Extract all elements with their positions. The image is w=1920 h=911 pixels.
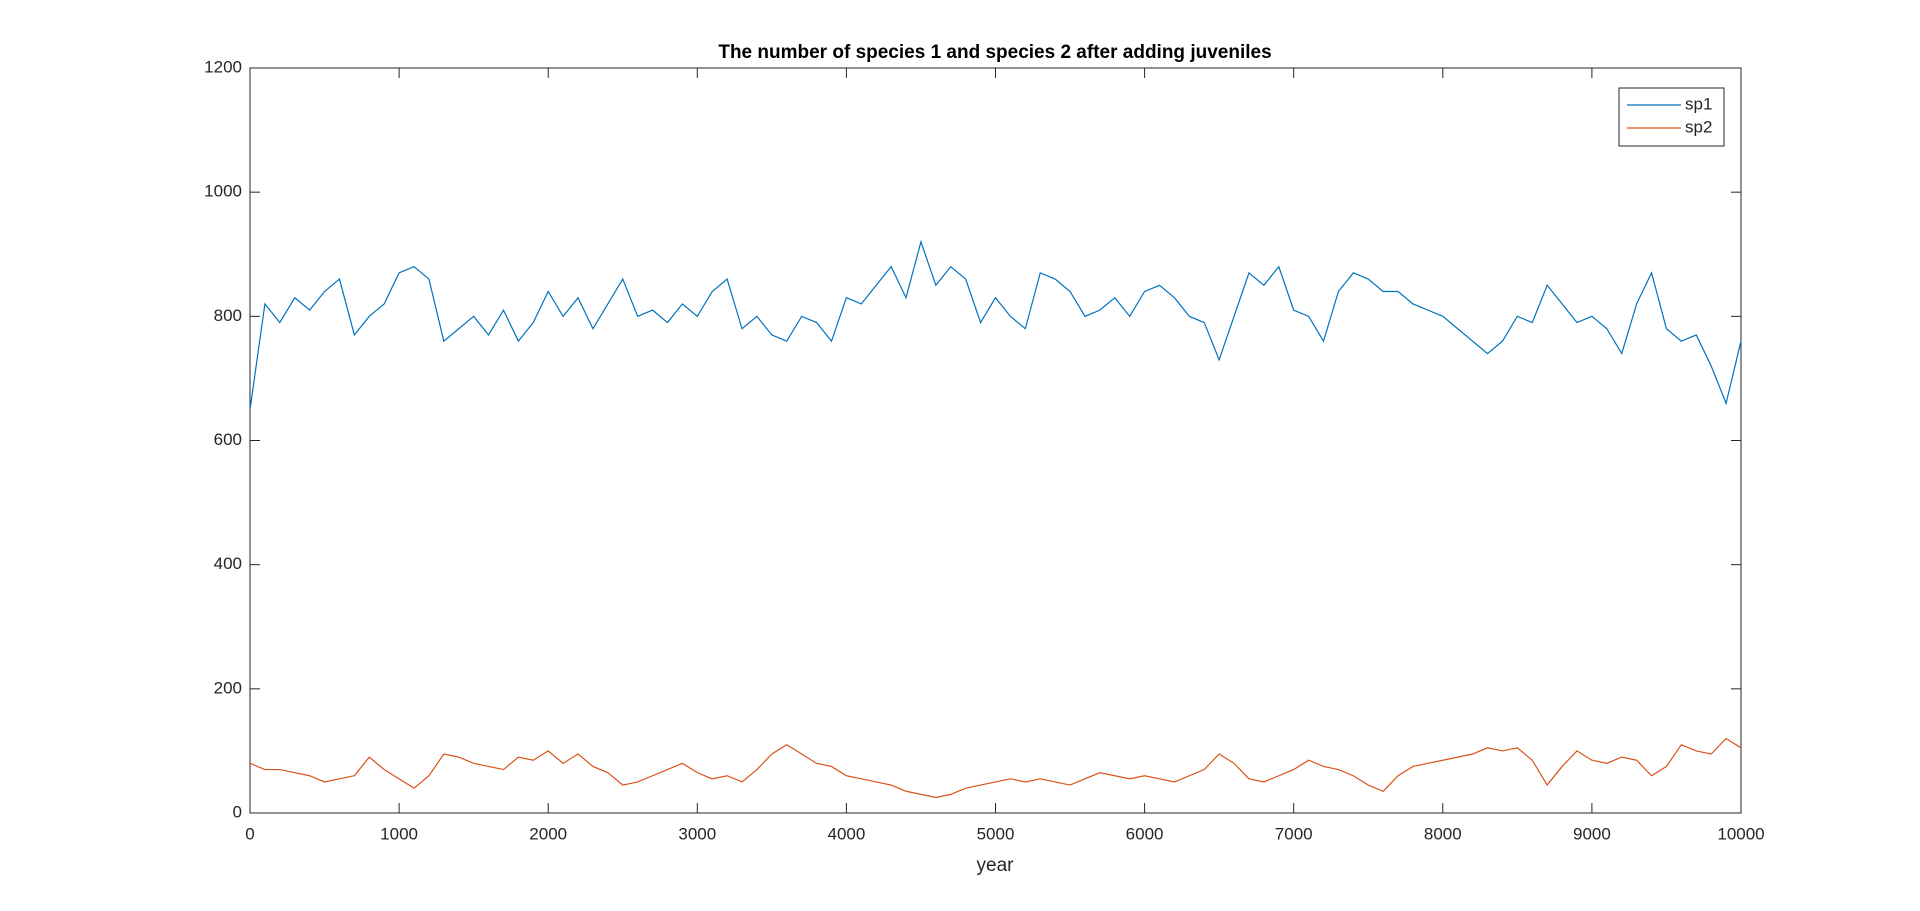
series-line [249, 239, 1742, 410]
y-tick-label: 0 [233, 802, 242, 821]
x-tick-label: 3000 [678, 824, 716, 843]
y-tick-label: 1200 [204, 57, 242, 76]
y-tick-label: 600 [214, 430, 242, 449]
x-tick-label: 2000 [529, 824, 567, 843]
x-tick-label: 1000 [380, 824, 418, 843]
x-tick-label: 8000 [1424, 824, 1462, 843]
y-tick-label: 1000 [204, 182, 242, 201]
chart-title: The number of species 1 and species 2 af… [718, 42, 1271, 63]
legend-label: sp2 [1685, 117, 1712, 136]
legend-label: sp1 [1685, 94, 1712, 113]
plot-area [249, 67, 1742, 814]
x-tick-label: 9000 [1573, 824, 1611, 843]
series-line [249, 737, 1742, 799]
x-tick-label: 5000 [977, 824, 1015, 843]
x-tick-label: 10000 [1717, 824, 1764, 843]
legend [1618, 87, 1725, 147]
y-tick-label: 800 [214, 306, 242, 325]
y-tick-label: 200 [214, 678, 242, 697]
y-tick-label: 400 [214, 554, 242, 573]
x-tick-label: 4000 [827, 824, 865, 843]
x-tick-label: 6000 [1126, 824, 1164, 843]
x-tick-label: 0 [245, 824, 254, 843]
x-tick-label: 7000 [1275, 824, 1313, 843]
x-axis-label: year [977, 855, 1015, 876]
